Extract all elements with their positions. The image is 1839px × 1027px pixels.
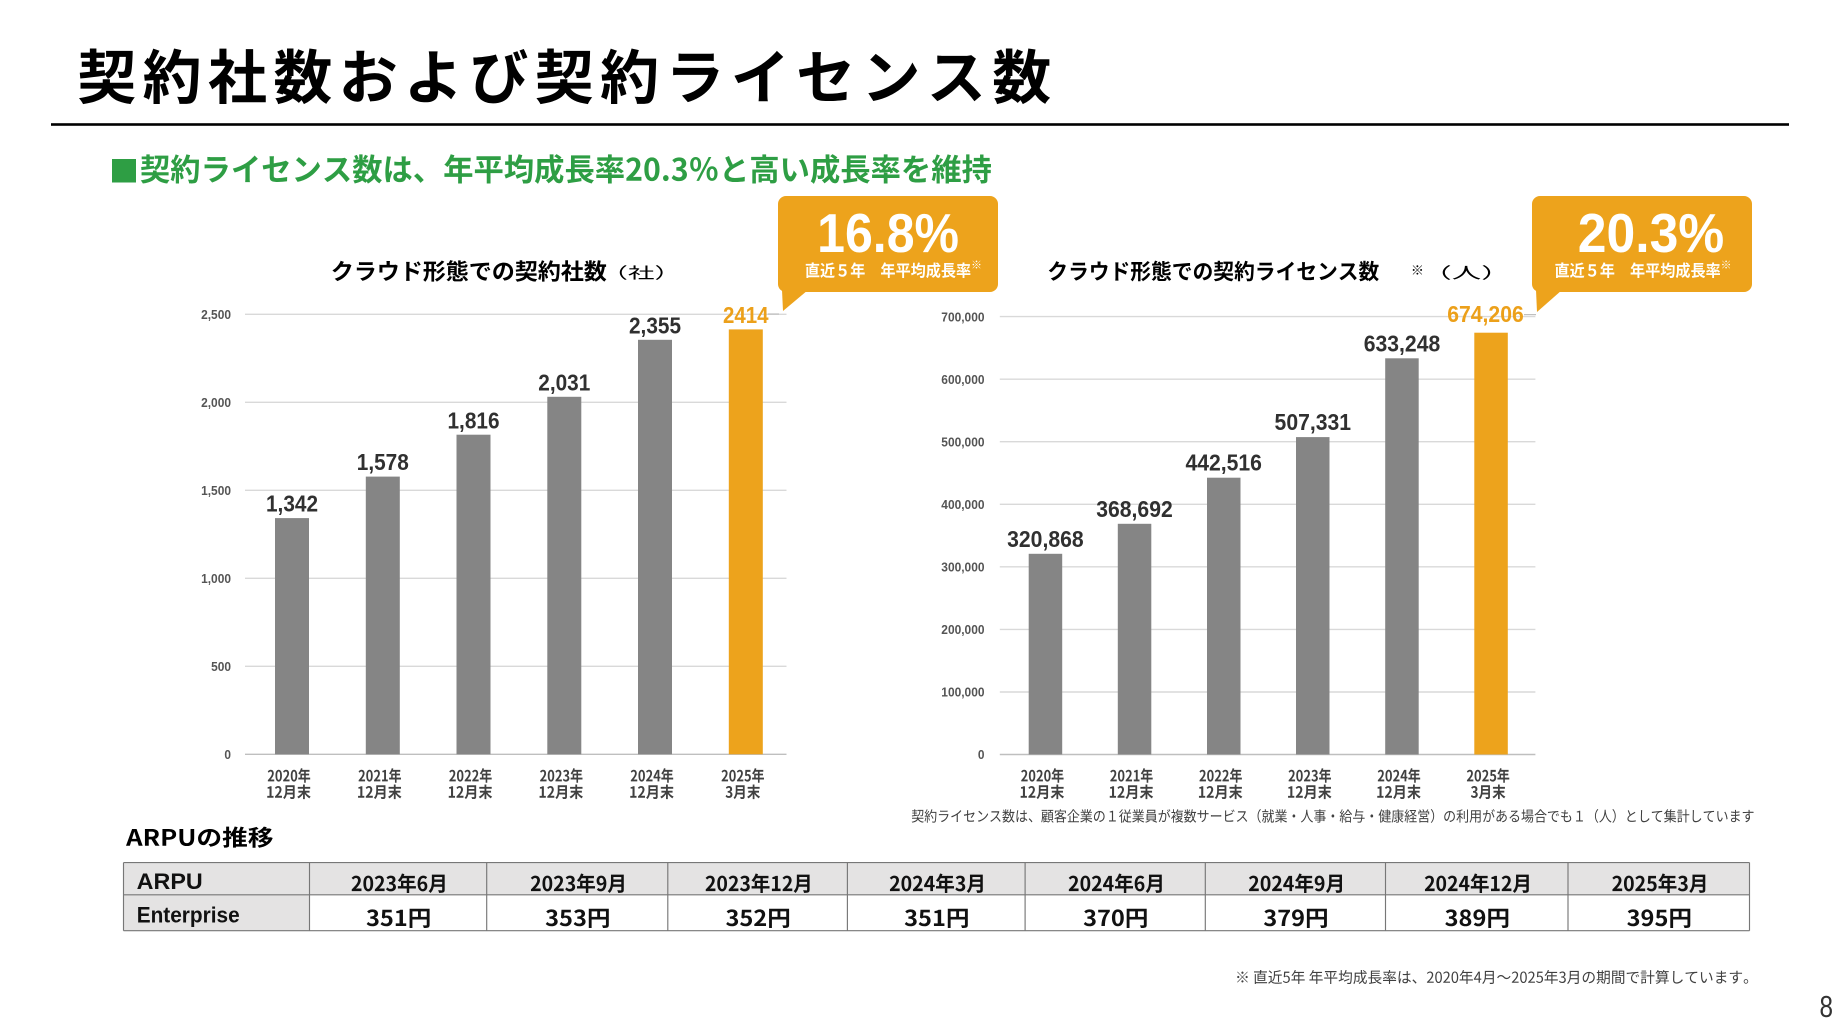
- svg-text:400,000: 400,000: [941, 497, 984, 512]
- svg-text:ARPU: ARPU: [137, 869, 203, 894]
- svg-text:1,816: 1,816: [448, 407, 500, 433]
- svg-text:507,331: 507,331: [1275, 409, 1352, 435]
- svg-text:368,692: 368,692: [1096, 496, 1173, 522]
- svg-text:200,000: 200,000: [941, 622, 984, 637]
- svg-text:20.3%: 20.3%: [1578, 202, 1725, 264]
- svg-text:300,000: 300,000: [941, 560, 984, 575]
- svg-text:600,000: 600,000: [941, 372, 984, 387]
- svg-text:500,000: 500,000: [941, 434, 984, 449]
- svg-text:2,000: 2,000: [201, 395, 231, 410]
- svg-text:500: 500: [211, 659, 231, 674]
- svg-text:16.8%: 16.8%: [817, 202, 959, 264]
- svg-text:2,500: 2,500: [201, 307, 231, 322]
- svg-text:2414: 2414: [723, 302, 769, 328]
- svg-text:0: 0: [978, 747, 985, 762]
- svg-text:Enterprise: Enterprise: [137, 903, 240, 928]
- svg-text:100,000: 100,000: [941, 685, 984, 700]
- svg-text:320,868: 320,868: [1007, 526, 1084, 552]
- svg-text:442,516: 442,516: [1185, 450, 1262, 476]
- svg-text:2,031: 2,031: [538, 369, 590, 395]
- svg-text:674,206: 674,206: [1447, 301, 1524, 327]
- svg-text:1,500: 1,500: [201, 483, 231, 498]
- svg-text:700,000: 700,000: [941, 309, 984, 324]
- svg-text:1,578: 1,578: [357, 449, 409, 475]
- svg-text:8: 8: [1820, 989, 1834, 1024]
- svg-text:1,000: 1,000: [201, 571, 231, 586]
- svg-text:0: 0: [224, 747, 231, 762]
- svg-text:633,248: 633,248: [1364, 330, 1441, 356]
- svg-text:1,342: 1,342: [266, 491, 318, 517]
- svg-text:2,355: 2,355: [629, 312, 681, 338]
